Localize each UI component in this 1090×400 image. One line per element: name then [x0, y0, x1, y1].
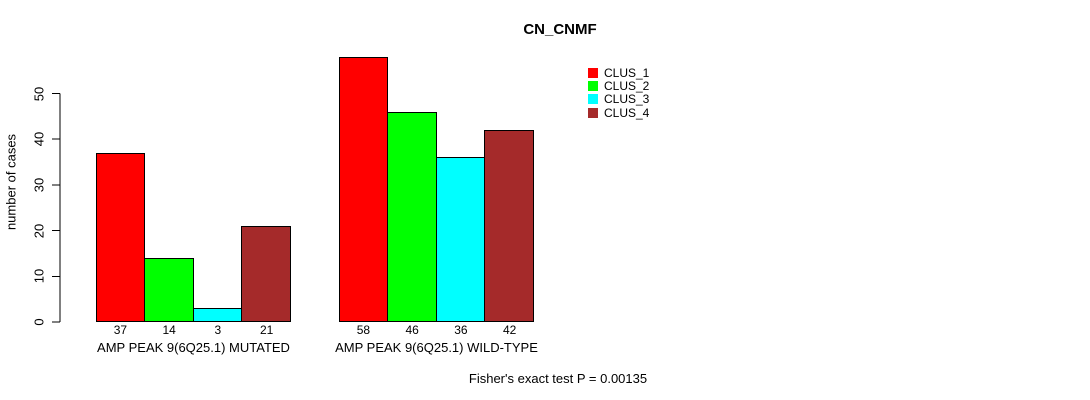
y-tick-label-30: 30: [31, 177, 47, 193]
bar-value-label: 36: [454, 323, 468, 337]
bar-value-label: 3: [214, 323, 222, 337]
y-tick-label-20: 20: [31, 223, 47, 238]
bar-group2-clus_1: [339, 56, 388, 322]
legend-item-clus_4: CLUS_4: [588, 106, 649, 119]
y-tick-label-40: 40: [31, 131, 47, 147]
bar-group1-clus_4: [241, 226, 291, 322]
bar-value-label: 42: [502, 323, 517, 337]
legend-item-clus_1: CLUS_1: [588, 66, 649, 79]
bar-value-label: 58: [356, 323, 371, 337]
chart-title: CN_CNMF: [523, 21, 597, 38]
legend-label: CLUS_4: [604, 105, 650, 120]
y-tick-label-0: 0: [31, 318, 47, 326]
legend-swatch-icon: [588, 107, 598, 118]
legend-label: CLUS_1: [604, 65, 650, 80]
group-label-2: AMP PEAK 9(6Q25.1) WILD-TYPE: [335, 340, 538, 355]
bar-value-label: 37: [113, 323, 128, 337]
legend-swatch-icon: [588, 81, 598, 92]
y-tick-label-50: 50: [31, 86, 47, 101]
y-tick-label-10: 10: [31, 269, 47, 284]
y-axis-label: number of cases: [3, 133, 19, 231]
bar-group1-clus_2: [143, 258, 194, 322]
bar-group1-clus_1: [96, 152, 145, 322]
bar-group1-clus_3: [192, 308, 243, 322]
bar-value-label: 21: [259, 323, 274, 337]
bar-group2-clus_3: [435, 157, 486, 322]
bar-value-label: 14: [162, 323, 176, 337]
legend-swatch-icon: [588, 67, 598, 78]
fisher-test-annotation: Fisher's exact test P = 0.00135: [468, 371, 648, 386]
legend-label: CLUS_3: [604, 92, 650, 107]
legend-item-clus_3: CLUS_3: [588, 93, 649, 106]
bar-group2-clus_4: [484, 130, 534, 322]
legend-label: CLUS_2: [604, 79, 650, 94]
legend: CLUS_1 CLUS_2 CLUS_3 CLUS_4: [588, 66, 649, 120]
group-label-1: AMP PEAK 9(6Q25.1) MUTATED: [97, 340, 290, 355]
legend-item-clus_2: CLUS_2: [588, 79, 649, 92]
bar-value-label: 46: [405, 323, 419, 337]
bar-group2-clus_2: [386, 111, 437, 322]
legend-swatch-icon: [588, 94, 598, 105]
